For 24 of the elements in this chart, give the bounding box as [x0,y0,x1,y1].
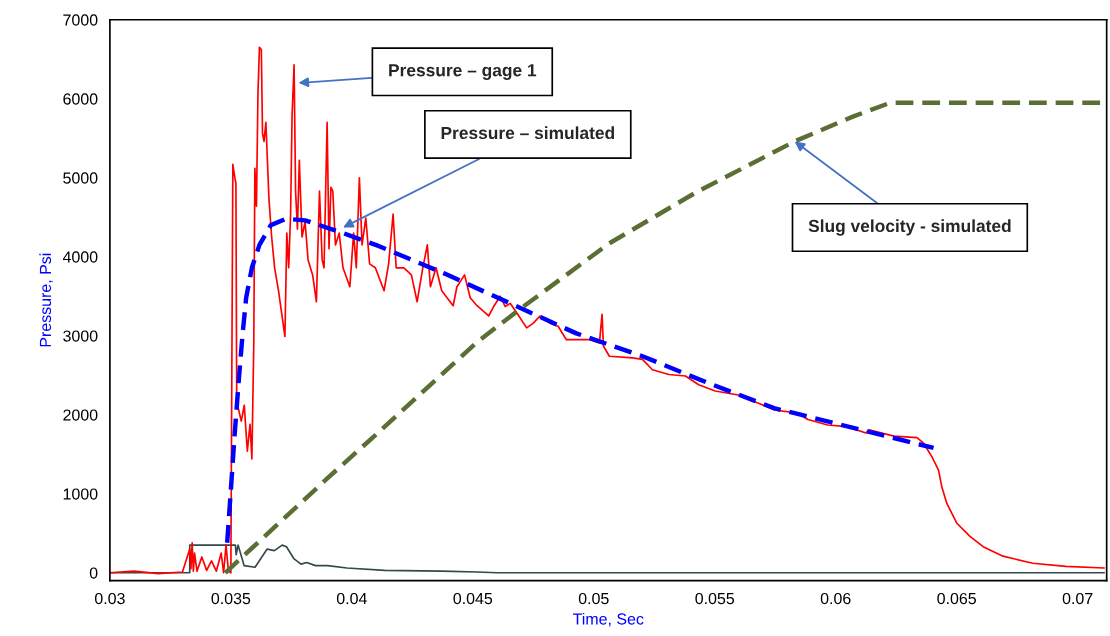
y-tick-label: 3000 [63,330,98,342]
y-axis-title: Pressure, Psi [39,253,53,347]
annotation: Pressure – gage 1 [389,64,537,80]
y-tick-label: 7000 [63,14,98,26]
y-tick-label: 1000 [63,488,98,500]
annotation: Slug velocity - simulated [808,219,1011,236]
x-tick-label: 0.03 [94,592,125,605]
y-tick-label: 5000 [63,172,98,184]
x-tick-label: 0.04 [336,592,367,605]
y-tick-label: 4000 [62,251,98,263]
x-tick-label: 0.035 [211,592,251,605]
x-tick-label: 0.05 [578,592,609,605]
x-axis-title: Time, Sec [573,612,644,627]
x-tick-label: 0.06 [820,592,851,605]
y-tick-label: 6000 [63,93,98,105]
y-tick-label: 2000 [63,409,98,421]
x-tick-label: 0.065 [937,592,976,605]
annotation: Pressure – simulated [441,126,615,140]
x-tick-label: 0.045 [453,592,493,605]
line-series [109,46,1106,575]
line-series [109,544,1106,574]
x-tick-label: 0.07 [1062,592,1093,605]
y-tick-label: 0 [89,567,98,579]
x-tick-label: 0.055 [695,592,735,605]
